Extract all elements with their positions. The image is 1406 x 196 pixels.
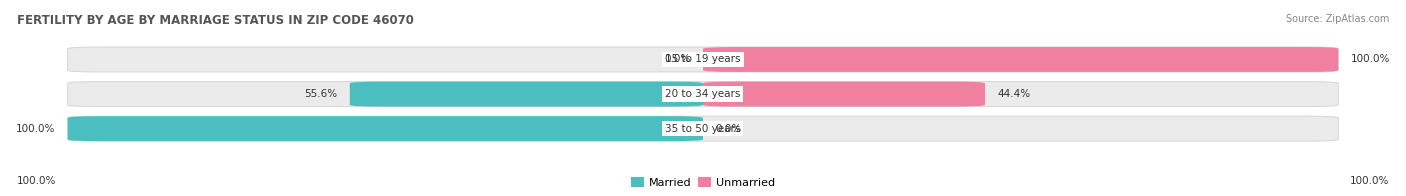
FancyBboxPatch shape — [703, 47, 1339, 72]
FancyBboxPatch shape — [67, 47, 1339, 72]
Text: 100.0%: 100.0% — [1350, 176, 1389, 186]
Text: 100.0%: 100.0% — [17, 176, 56, 186]
Text: 44.4%: 44.4% — [998, 89, 1031, 99]
Text: 20 to 34 years: 20 to 34 years — [665, 89, 741, 99]
Text: 100.0%: 100.0% — [15, 124, 55, 134]
FancyBboxPatch shape — [67, 116, 703, 141]
Text: 0.0%: 0.0% — [664, 54, 690, 64]
Text: FERTILITY BY AGE BY MARRIAGE STATUS IN ZIP CODE 46070: FERTILITY BY AGE BY MARRIAGE STATUS IN Z… — [17, 14, 413, 27]
Text: 15 to 19 years: 15 to 19 years — [665, 54, 741, 64]
Legend: Married, Unmarried: Married, Unmarried — [627, 172, 779, 192]
Text: 35 to 50 years: 35 to 50 years — [665, 124, 741, 134]
FancyBboxPatch shape — [67, 82, 1339, 107]
Text: 0.0%: 0.0% — [716, 124, 742, 134]
Text: Source: ZipAtlas.com: Source: ZipAtlas.com — [1285, 14, 1389, 24]
FancyBboxPatch shape — [703, 82, 986, 107]
FancyBboxPatch shape — [67, 116, 1339, 141]
Text: 100.0%: 100.0% — [1351, 54, 1391, 64]
FancyBboxPatch shape — [350, 82, 703, 107]
Text: 55.6%: 55.6% — [304, 89, 337, 99]
